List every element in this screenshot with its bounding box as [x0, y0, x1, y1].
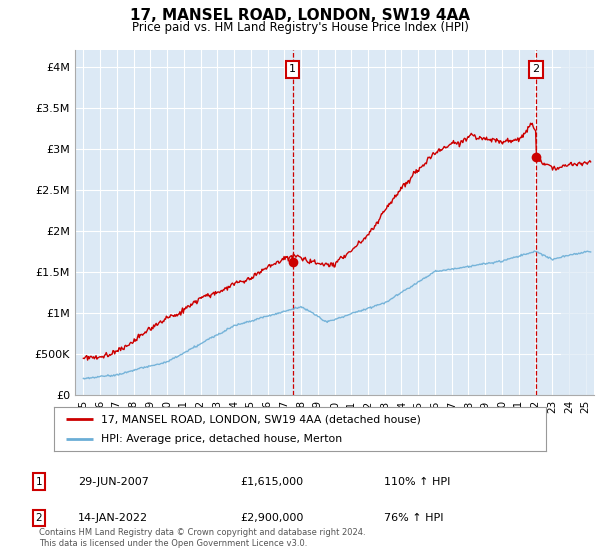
Text: 1: 1 — [35, 477, 43, 487]
Text: 17, MANSEL ROAD, LONDON, SW19 4AA: 17, MANSEL ROAD, LONDON, SW19 4AA — [130, 8, 470, 24]
Text: 2: 2 — [35, 513, 43, 523]
Text: 2: 2 — [533, 64, 539, 74]
Text: HPI: Average price, detached house, Merton: HPI: Average price, detached house, Mert… — [101, 433, 342, 444]
Text: £2,900,000: £2,900,000 — [240, 513, 304, 523]
Text: 17, MANSEL ROAD, LONDON, SW19 4AA (detached house): 17, MANSEL ROAD, LONDON, SW19 4AA (detac… — [101, 414, 421, 424]
Text: 1: 1 — [289, 64, 296, 74]
Text: 110% ↑ HPI: 110% ↑ HPI — [384, 477, 451, 487]
Text: 14-JAN-2022: 14-JAN-2022 — [78, 513, 148, 523]
Polygon shape — [560, 50, 594, 395]
Text: Price paid vs. HM Land Registry's House Price Index (HPI): Price paid vs. HM Land Registry's House … — [131, 21, 469, 34]
Text: £1,615,000: £1,615,000 — [240, 477, 303, 487]
Text: 76% ↑ HPI: 76% ↑ HPI — [384, 513, 443, 523]
Text: 29-JUN-2007: 29-JUN-2007 — [78, 477, 149, 487]
Text: Contains HM Land Registry data © Crown copyright and database right 2024.
This d: Contains HM Land Registry data © Crown c… — [39, 528, 365, 548]
